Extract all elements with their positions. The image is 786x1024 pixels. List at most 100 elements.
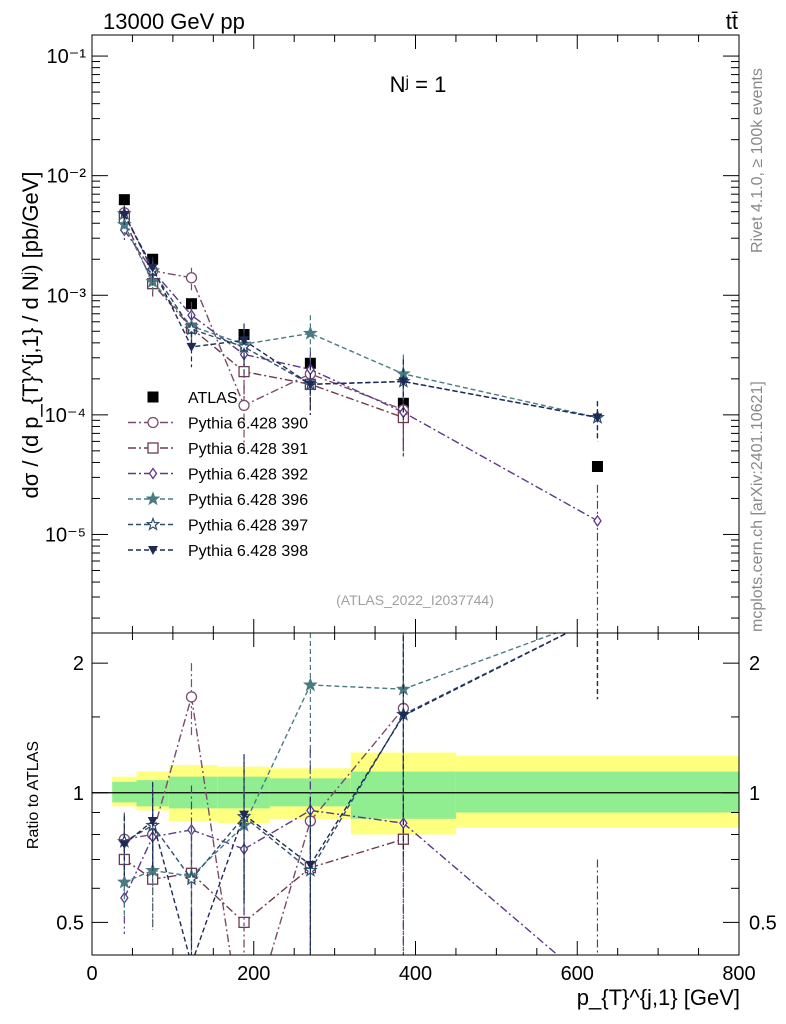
x-axis-label: p_{T}^{j,1} [GeV] [577,985,740,1010]
ratio-series-line [403,632,557,690]
legend-marker [148,467,158,480]
ratio-series-line [310,684,404,690]
ratio-series-line [124,824,154,843]
legend-marker [145,516,161,531]
ratio-data-point [116,874,132,889]
ratio-plot-frame [91,632,740,956]
ratio-y-tick-label: 1 [73,783,84,805]
uncertainty-band-inner [455,771,739,813]
ratio-y-tick-label-right: 2 [749,653,760,675]
legend-label: Pythia 6.428 391 [188,441,308,458]
analysis-tag: (ATLAS_2022_I2037744) [336,592,494,608]
ratio-data-point [238,916,250,929]
data-point [185,272,198,284]
rivet-label: Rivet 4.1.0, ≥ 100k events [749,68,766,253]
ratio-series-line [124,869,153,883]
ratio-series-line [151,820,190,956]
x-tick-label: 0 [86,963,97,985]
data-point [591,461,603,473]
legend-label: ATLAS [188,390,238,407]
legend-marker [147,391,159,403]
ratio-data-point [303,677,318,692]
data-point [147,263,158,273]
x-tick-label: 400 [399,963,432,985]
energy-label: 13000 GeV pp [103,9,245,34]
ratio-y-axis-label: Ratio to ATLAS [25,741,42,849]
ratio-series-line [152,824,193,880]
data-point [398,377,409,387]
data-point [592,413,603,423]
plot-title: Nʲ = 1 [390,72,447,97]
legend-marker [147,442,159,454]
ratio-data-point [119,840,130,850]
ratio-series-line [402,822,559,956]
legend-label: Pythia 6.428 392 [188,467,308,484]
ratio-data-point [184,871,199,886]
data-point [305,380,316,390]
main-y-tick-label: 10⁻³ [47,285,87,307]
ratio-series-line [243,809,311,850]
ratio-series-line [123,836,154,899]
ratio-series-line [310,838,404,869]
ratio-series-line [190,696,232,956]
series-line [123,224,598,419]
ratio-y-tick-label: 2 [73,653,84,675]
data-point [184,321,199,336]
x-tick-label: 800 [722,963,755,985]
data-point [303,325,318,340]
ratio-plot-panel: Ratio to ATLAS 0.5 0.5 1 1 2 2 0 200 400 600 800 p… [25,632,777,1010]
ratio-series-line [243,684,311,826]
ratio-series-line [190,824,245,877]
legend-label: Pythia 6.428 398 [188,543,308,560]
data-point [238,399,250,412]
legend-label: Pythia 6.428 390 [188,416,308,433]
ratio-data-point [398,711,409,721]
x-tick-label: 600 [561,963,594,985]
ratio-series-line [151,696,193,835]
ratio-y-tick-label: 0.5 [56,912,84,934]
main-y-tick-label: 10⁻² [47,166,87,188]
ratio-series-line [243,816,311,872]
process-label: tt̄ [726,9,738,34]
ratio-y-tick-label-right: 0.5 [749,912,777,934]
ratio-series-line [190,872,245,923]
data-point [186,342,197,352]
uncertainty-band-inner [112,781,137,803]
legend-marker [148,546,158,555]
legend-marker [145,491,161,506]
data-point [118,194,130,206]
series-line [123,214,598,419]
main-y-axis-label: dσ / (d p_{T}^{j,1} / d Nʲ) [pb/GeV] [18,171,43,498]
legend-label: Pythia 6.428 396 [188,492,308,509]
series-line [123,212,404,411]
ratio-series-line [309,714,404,871]
ratio-series-line [243,867,311,923]
legend-label: Pythia 6.428 397 [188,518,308,535]
ratio-series-line [123,820,154,845]
ratio-data-point [185,691,198,703]
ratio-series-line [403,632,568,717]
main-y-tick-label: 10⁻⁴ [45,405,86,427]
source-label: mcplots.cern.ch [arXiv:2401.10621] [749,381,766,632]
data-point [119,210,130,220]
ratio-series-line [190,816,245,880]
data-point [239,336,250,346]
main-plot-panel: dσ / (d p_{T}^{j,1} / d Nʲ) [pb/GeV] Nʲ … [18,34,740,634]
ratio-data-point [305,860,316,870]
data-point [593,514,602,527]
ratio-series-line [309,715,404,866]
ratio-series-line [152,869,192,877]
main-y-tick-label: 10⁻⁵ [45,524,86,546]
ratio-data-point [147,816,158,826]
ratio-series-line [243,814,311,866]
ratio-series-line [152,829,192,838]
series-line [123,218,404,419]
ratio-series-line [191,829,245,850]
ratio-series-line [269,820,312,956]
ratio-data-point [239,810,250,820]
main-y-tick-label: 10⁻¹ [47,46,87,68]
x-tick-label: 200 [237,963,270,985]
ratio-series-line [194,814,245,956]
ratio-y-tick-label-right: 1 [749,783,760,805]
legend-marker [147,416,159,429]
